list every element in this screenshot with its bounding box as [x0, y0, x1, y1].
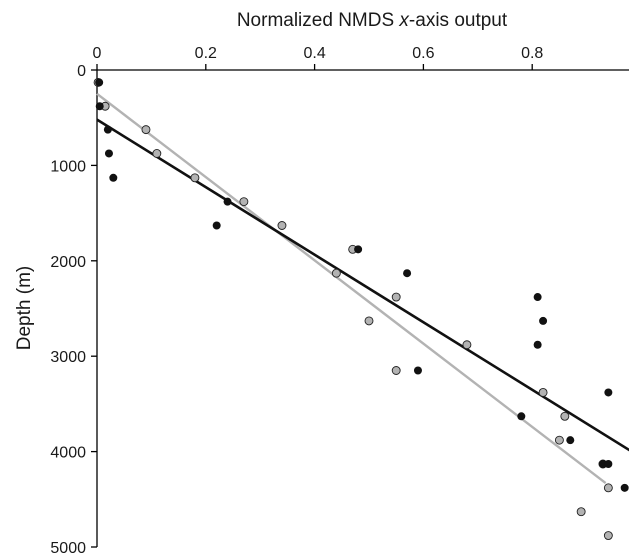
axes: 0 0.2 0.4 0.6 0.8 0 1000 2000 3000 4000 5000 — [50, 45, 629, 553]
fit-lines — [96, 92, 629, 485]
data-point — [277, 221, 287, 230]
x-tick-label: 0.6 — [412, 45, 434, 62]
data-point — [391, 366, 401, 375]
y-axis-title: Depth (m) — [14, 266, 35, 350]
x-tick-label: 0.2 — [195, 45, 217, 62]
fit-line — [96, 92, 607, 485]
data-point — [539, 316, 548, 325]
data-point — [566, 436, 575, 445]
data-point — [517, 412, 526, 421]
data-point — [109, 173, 118, 182]
data-point — [95, 78, 104, 87]
data-point — [462, 340, 472, 350]
data-point — [239, 197, 249, 207]
data-point — [223, 197, 232, 206]
data-points — [93, 77, 629, 541]
x-tick-label: 0.4 — [303, 45, 325, 62]
data-point — [152, 149, 162, 158]
y-tick-label: 1000 — [50, 158, 86, 175]
y-tick-label: 3000 — [50, 349, 86, 366]
data-point — [403, 269, 412, 278]
data-point — [212, 221, 221, 230]
data-point — [141, 125, 151, 135]
data-point — [604, 388, 613, 397]
data-point — [103, 125, 112, 134]
data-point — [391, 292, 401, 302]
data-point — [413, 366, 422, 375]
data-point — [190, 173, 200, 183]
data-point — [533, 293, 542, 302]
data-point — [331, 268, 341, 278]
data-point — [560, 411, 570, 421]
y-tick-label: 2000 — [50, 254, 86, 271]
data-point — [604, 460, 613, 469]
y-tick-label: 5000 — [50, 540, 86, 553]
data-point — [576, 507, 586, 517]
data-point — [95, 102, 104, 111]
x-axis-title: Normalized NMDS x-axis output — [237, 10, 508, 31]
data-point — [354, 245, 363, 254]
x-tick-label: 0.8 — [521, 45, 543, 62]
data-point — [620, 483, 629, 492]
data-point — [554, 435, 564, 445]
y-tick-label: 4000 — [50, 445, 86, 462]
fit-line — [96, 118, 629, 452]
data-point — [538, 388, 548, 397]
x-tick-label: 0 — [93, 45, 102, 62]
data-point — [364, 316, 374, 326]
data-point — [603, 483, 613, 493]
data-point — [104, 149, 113, 158]
data-point — [533, 340, 542, 349]
y-tick-label: 0 — [77, 63, 86, 80]
data-point — [603, 531, 613, 541]
